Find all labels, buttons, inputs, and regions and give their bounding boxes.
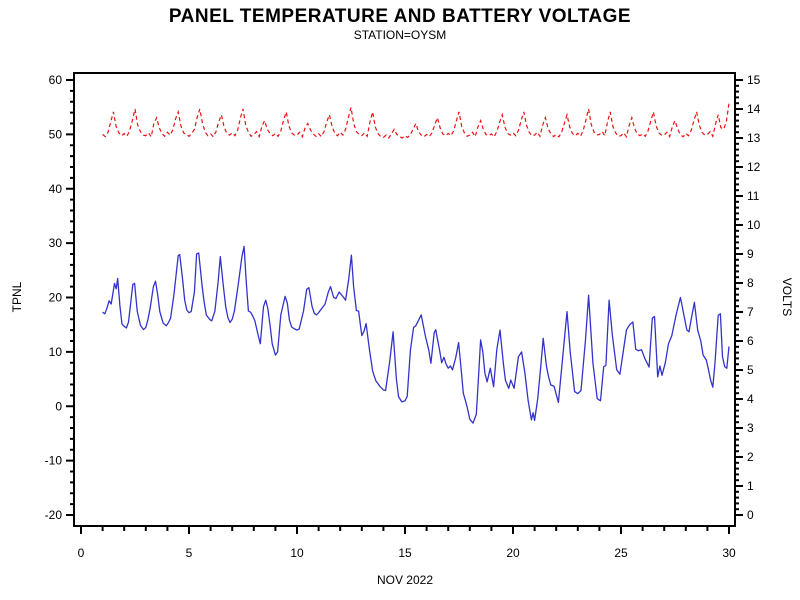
x-axis-tick-label: 0 (78, 546, 85, 560)
x-axis-tick-label: 30 (722, 546, 736, 560)
chart-subtitle: STATION=OYSM (353, 28, 447, 42)
x-axis-tick-label: 20 (506, 546, 520, 560)
right-axis-tick-label: 9 (747, 247, 754, 261)
left-axis-tick-label: 50 (49, 127, 63, 141)
x-axis-tick-label: 25 (614, 546, 628, 560)
right-axis-tick-label: 13 (747, 131, 761, 145)
left-axis-tick-label: -10 (45, 454, 63, 468)
left-axis-tick-label: 60 (49, 73, 63, 87)
right-axis-tick-label: 11 (747, 189, 760, 203)
right-axis-tick-label: 0 (747, 508, 754, 522)
right-axis-tick-label: 7 (747, 305, 754, 319)
right-axis-tick-label: 12 (747, 160, 761, 174)
left-axis-tick-label: 40 (49, 182, 63, 196)
temperature-series-line (102, 245, 730, 424)
right-axis-tick-label: 15 (747, 73, 761, 87)
left-axis-tick-label: 0 (55, 399, 62, 413)
voltage-series-line (102, 103, 730, 139)
right-axis-tick-label: 6 (747, 334, 754, 348)
x-axis-title: NOV 2022 (376, 573, 434, 587)
x-axis-tick-label: 5 (186, 546, 193, 560)
left-axis-tick-label: 30 (49, 236, 63, 250)
right-axis-tick-label: 14 (747, 102, 761, 116)
left-axis-tick-label: 10 (49, 345, 63, 359)
right-axis-tick-label: 5 (747, 363, 754, 377)
chart-title: PANEL TEMPERATURE AND BATTERY VOLTAGE (168, 6, 632, 27)
right-axis-tick-label: 1 (747, 479, 754, 493)
left-axis-tick-label: 20 (49, 291, 63, 305)
x-axis-tick-label: 15 (398, 546, 412, 560)
x-axis-tick-label: 10 (290, 546, 304, 560)
left-axis-tick-label: -20 (45, 508, 63, 522)
right-axis-tick-label: 4 (747, 392, 754, 406)
right-axis-tick-label: 3 (747, 421, 754, 435)
right-axis-tick-label: 8 (747, 276, 754, 290)
right-axis-tick-label: 10 (747, 218, 761, 232)
right-axis-tick-label: 2 (747, 450, 754, 464)
